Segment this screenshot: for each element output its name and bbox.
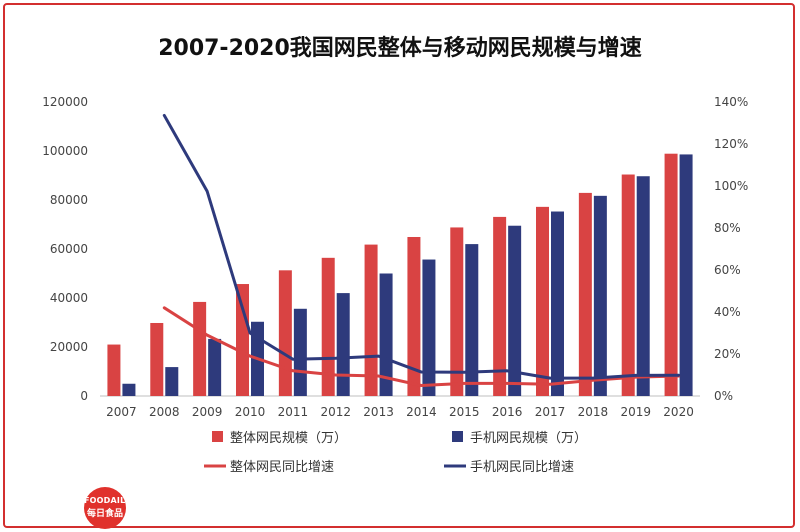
bar-mobile-netizens — [422, 259, 436, 396]
bar-total-netizens — [450, 227, 464, 396]
x-tick-label: 2016 — [492, 405, 523, 419]
bar-mobile-netizens — [379, 273, 393, 396]
bar-mobile-netizens — [208, 338, 222, 396]
x-tick-label: 2015 — [449, 405, 480, 419]
bar-mobile-netizens — [593, 195, 607, 396]
x-tick-label: 2011 — [278, 405, 309, 419]
x-tick-label: 2007 — [106, 405, 137, 419]
legend-mobile-netizens-label: 手机网民规模（万） — [470, 431, 587, 446]
bar-mobile-netizens — [679, 154, 693, 396]
bar-total-netizens — [278, 270, 292, 396]
foodaily-logo: FOODAILY 每日食品 — [84, 487, 131, 529]
bar-total-netizens — [321, 257, 335, 396]
x-tick-label: 2012 — [320, 405, 351, 419]
y-right-tick-label: 0% — [714, 389, 733, 403]
legend-total-netizens-swatch — [212, 431, 223, 442]
bar-mobile-netizens — [165, 367, 179, 396]
y-right-tick-label: 60% — [714, 263, 741, 277]
chart-frame — [3, 3, 795, 528]
bar-mobile-netizens — [551, 211, 564, 396]
y-left-tick-label: 40000 — [50, 291, 88, 305]
line-mobile-growth — [162, 113, 681, 380]
logo-text-en: FOODAILY — [84, 496, 131, 505]
legend-mobile-netizens-swatch — [452, 431, 463, 442]
bar-mobile-netizens — [465, 244, 479, 396]
y-right-tick-label: 80% — [714, 221, 741, 235]
bar-total-netizens — [236, 284, 249, 396]
y-right-tick-label: 40% — [714, 305, 741, 319]
bar-total-netizens — [150, 322, 164, 396]
logo-text-cn: 每日食品 — [86, 509, 123, 519]
bar-mobile-netizens — [508, 225, 522, 396]
line-total-growth — [162, 306, 681, 387]
bar-total-netizens — [407, 236, 421, 396]
bar-total-netizens — [578, 192, 592, 396]
x-tick-label: 2010 — [235, 405, 266, 419]
chart-title: 2007-2020我国网民整体与移动网民规模与增速 — [158, 36, 642, 61]
bar-total-netizens — [493, 216, 507, 396]
bar-total-netizens — [536, 206, 549, 396]
y-left-tick-label: 20000 — [50, 340, 88, 354]
bar-total-netizens — [664, 153, 678, 396]
x-tick-label: 2017 — [535, 405, 566, 419]
bar-mobile-netizens — [293, 308, 307, 396]
y-right-tick-label: 100% — [714, 179, 748, 193]
bar-mobile-netizens — [336, 293, 350, 396]
legend-total-netizens-label: 整体网民规模（万） — [230, 431, 347, 446]
x-tick-label: 2008 — [149, 405, 180, 419]
x-tick-label: 2020 — [663, 405, 694, 419]
y-right-tick-label: 20% — [714, 347, 741, 361]
bar-total-netizens — [193, 301, 207, 396]
x-tick-label: 2014 — [406, 405, 437, 419]
x-tick-label: 2013 — [363, 405, 394, 419]
legend-mobile-growth-label: 手机网民同比增速 — [470, 460, 574, 475]
bar-total-netizens — [621, 174, 635, 396]
y-left-tick-label: 60000 — [50, 242, 88, 256]
bar-total-netizens — [364, 244, 378, 396]
bar-mobile-netizens — [636, 176, 650, 396]
bar-mobile-netizens — [122, 383, 136, 396]
x-tick-label: 2019 — [620, 405, 651, 419]
legend-total-growth-label: 整体网民同比增速 — [230, 460, 334, 475]
y-left-tick-label: 0 — [80, 389, 88, 403]
bar-total-netizens — [107, 344, 121, 396]
y-left-tick-label: 80000 — [50, 193, 88, 207]
y-right-tick-label: 120% — [714, 137, 748, 151]
y-right-tick-label: 140% — [714, 95, 748, 109]
x-tick-label: 2009 — [192, 405, 223, 419]
y-left-tick-label: 120000 — [42, 95, 88, 109]
x-tick-label: 2018 — [578, 405, 609, 419]
y-left-tick-label: 100000 — [42, 144, 88, 158]
